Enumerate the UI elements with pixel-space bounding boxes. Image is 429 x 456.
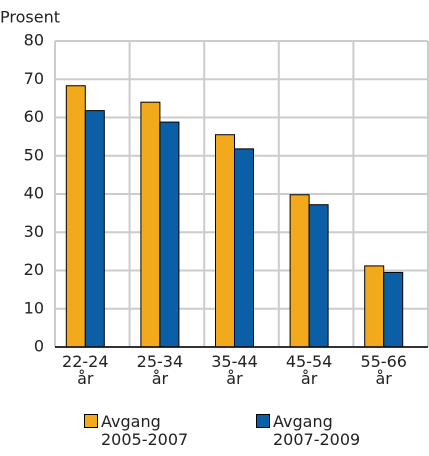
x-tick-label: 25-34 år bbox=[136, 352, 184, 388]
bar bbox=[65, 85, 86, 348]
bar bbox=[234, 148, 254, 348]
y-tick-label: 0 bbox=[34, 337, 44, 356]
x-tick-label: 55-66 år bbox=[360, 352, 407, 388]
y-tick-label: 50 bbox=[24, 145, 44, 164]
bar bbox=[364, 265, 385, 348]
y-tick-label: 40 bbox=[24, 184, 44, 203]
bar bbox=[383, 271, 404, 348]
y-tick-label: 10 bbox=[24, 298, 44, 317]
bar bbox=[308, 204, 329, 348]
bar bbox=[140, 101, 161, 348]
y-tick-label: 20 bbox=[24, 260, 44, 279]
bar bbox=[159, 121, 180, 348]
y-tick-label: 80 bbox=[24, 31, 44, 50]
legend-swatch bbox=[84, 414, 98, 428]
x-tick-label: 35-44 år bbox=[211, 352, 258, 388]
bar bbox=[215, 134, 235, 348]
bar bbox=[289, 194, 310, 348]
y-tick-label: 60 bbox=[24, 107, 44, 126]
y-tick-label: 30 bbox=[24, 222, 44, 241]
x-tick-label: 45-54 år bbox=[285, 352, 333, 388]
y-tick-label: 70 bbox=[24, 69, 44, 88]
x-tick-label: 22-24 år bbox=[62, 352, 109, 388]
y-axis-label: Prosent bbox=[0, 8, 60, 27]
legend-label: Avgang 2007-2009 bbox=[273, 412, 361, 449]
legend-swatch bbox=[256, 414, 270, 428]
bar bbox=[84, 110, 105, 348]
legend-label: Avgang 2005-2007 bbox=[101, 412, 189, 449]
